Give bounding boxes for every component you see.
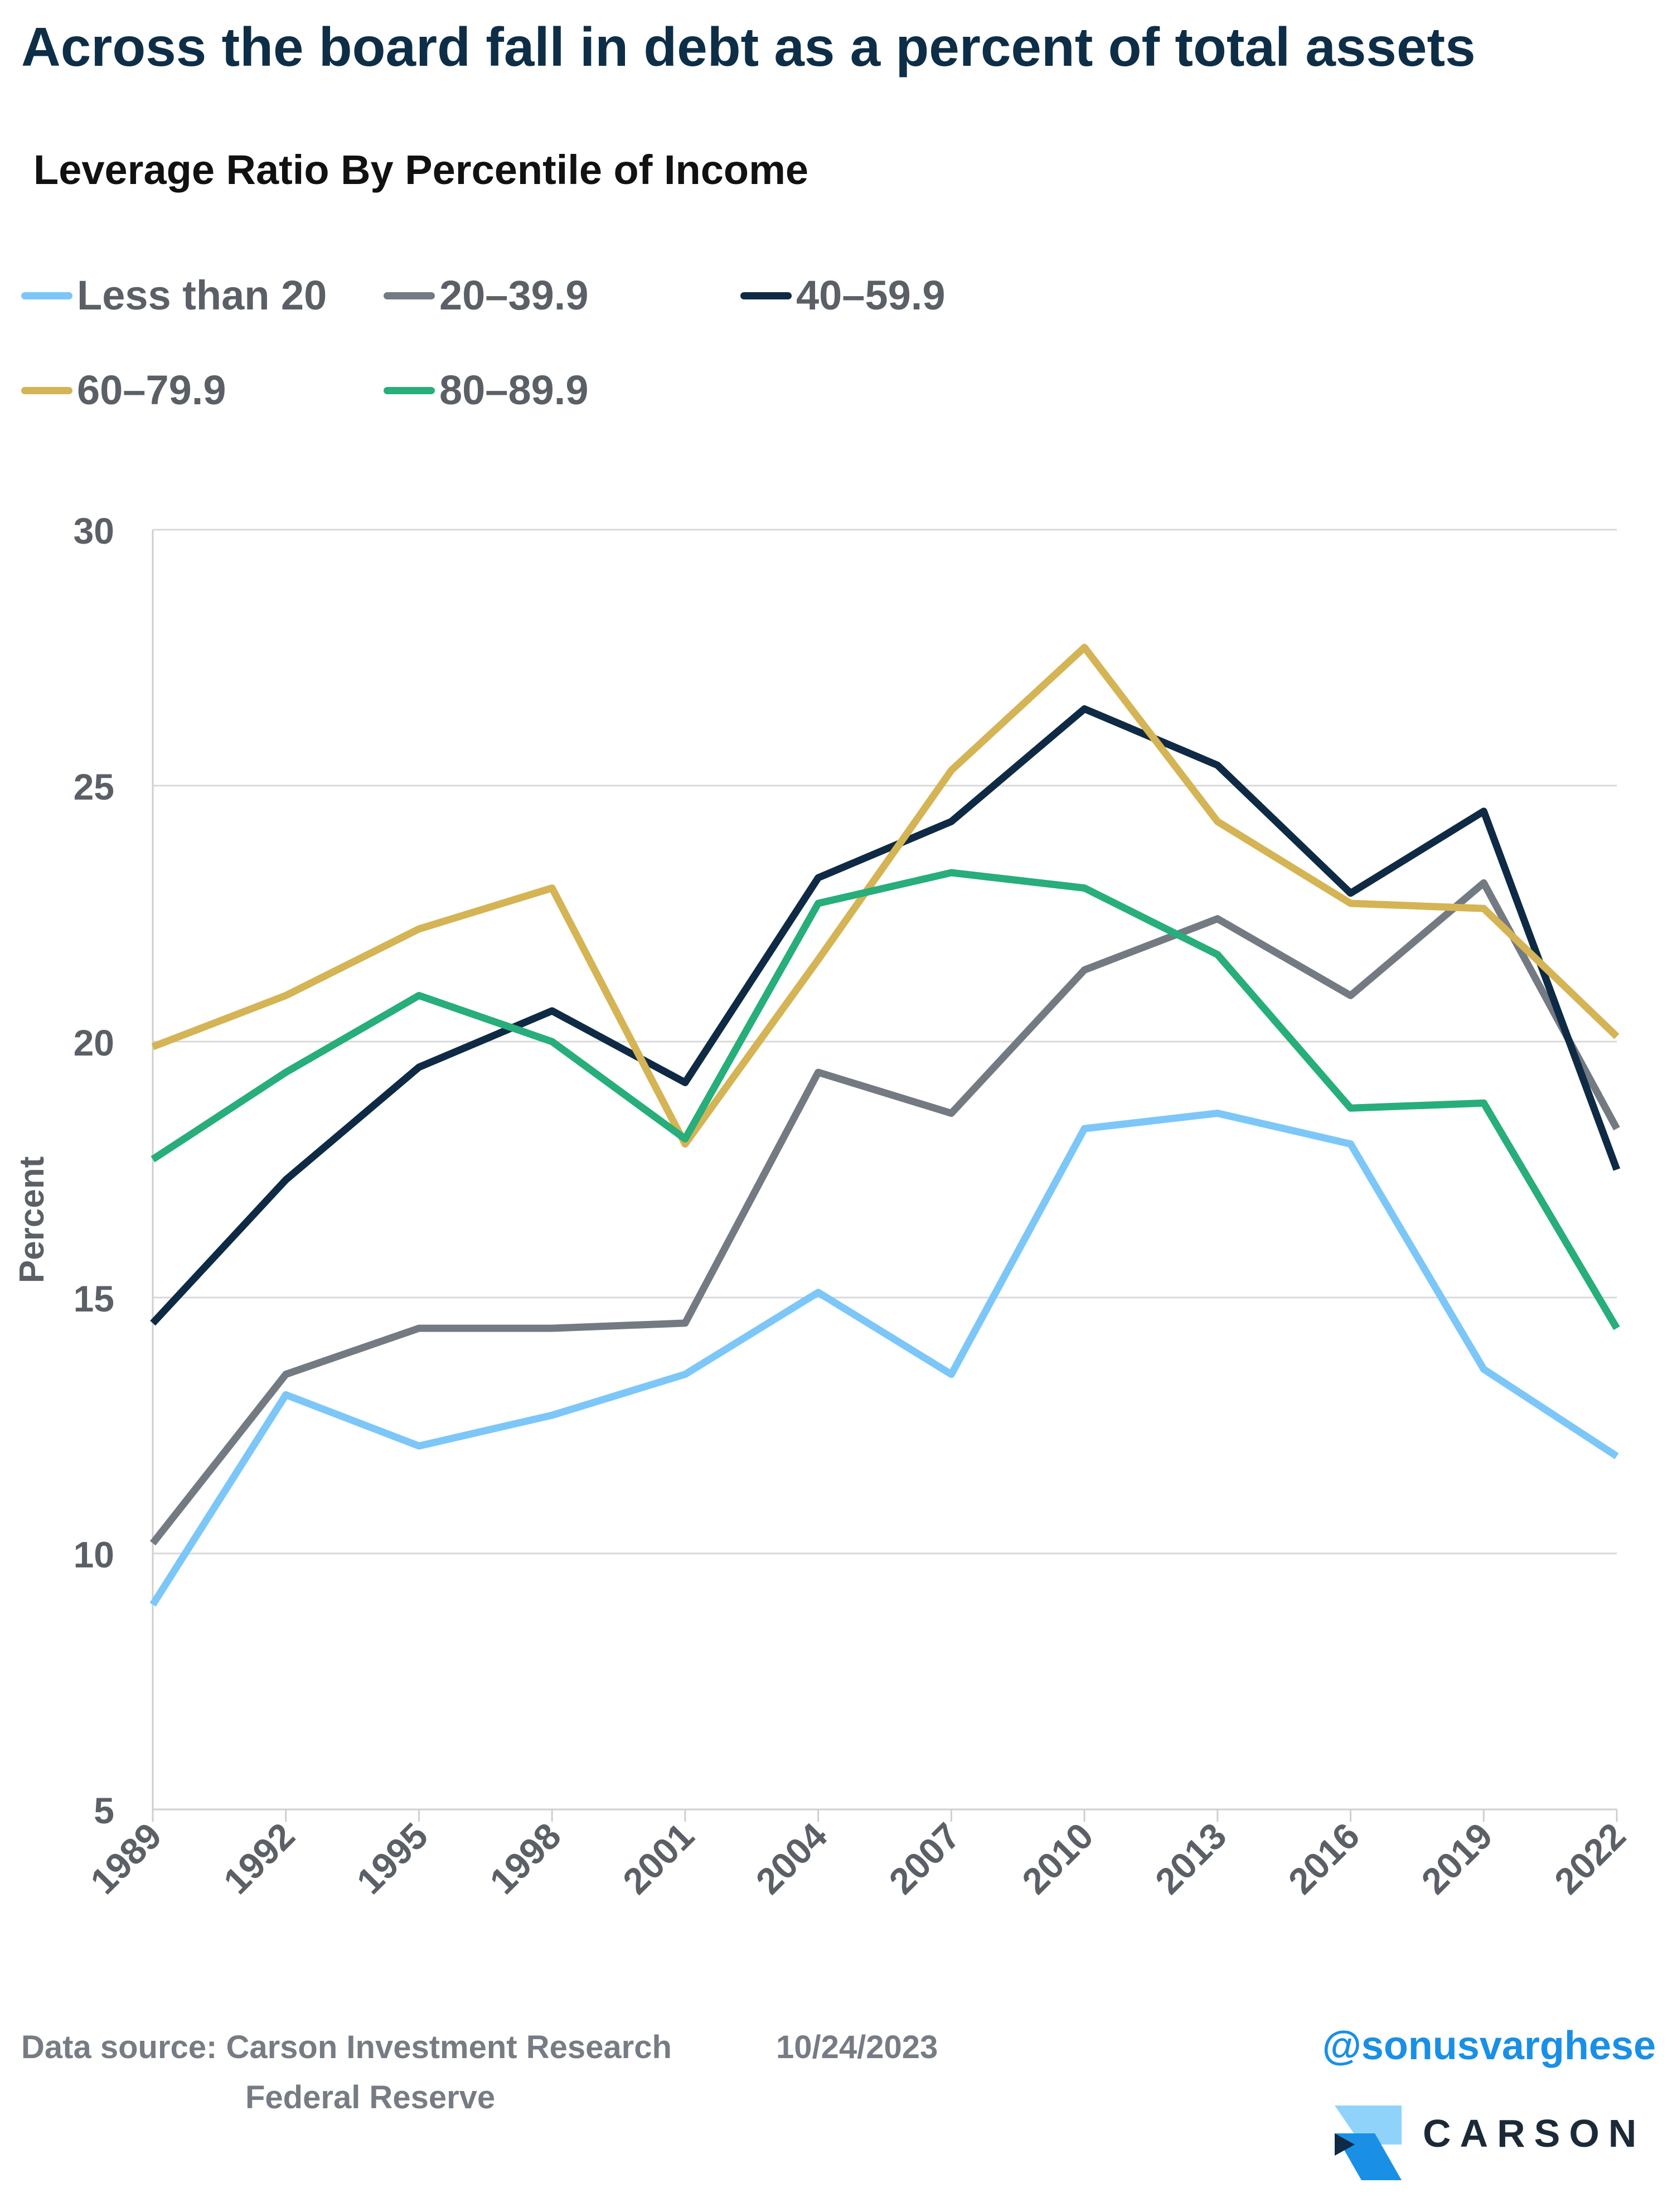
chart-title: Across the board fall in debt as a perce… (21, 16, 1476, 78)
author-handle: @sonusvarghese (1322, 2024, 1656, 2068)
legend-label: 60–79.9 (77, 367, 226, 413)
x-tick-label: 2001 (615, 1815, 702, 1902)
y-tick-label: 30 (74, 510, 114, 551)
data-source-label: Data source: Carson Investment Research (21, 2029, 672, 2065)
legend-swatch (21, 292, 72, 299)
series-line-40-59-9 (150, 705, 1621, 1326)
publication-date: 10/24/2023 (776, 2029, 938, 2065)
series-line-less-than-20 (149, 1110, 1619, 1607)
y-tick-label: 15 (74, 1278, 114, 1319)
x-tick-label: 1995 (348, 1815, 435, 1902)
x-tick-label: 2004 (748, 1814, 835, 1901)
series-line-20-39-9 (149, 879, 1620, 1546)
legend-label: Less than 20 (77, 272, 327, 318)
legend-label: 20–39.9 (439, 272, 589, 318)
y-tick-label: 20 (74, 1022, 114, 1063)
series-line-80-89-9 (151, 869, 1620, 1330)
x-tick-label: 2007 (881, 1815, 968, 1902)
legend-swatch (740, 292, 792, 299)
y-tick-label: 5 (94, 1790, 114, 1831)
carson-logo-icon (1335, 2105, 1402, 2180)
legend-swatch (384, 387, 435, 394)
x-tick-label: 2022 (1547, 1815, 1634, 1902)
x-tick-label: 2010 (1014, 1815, 1101, 1902)
brand-name: CARSON (1423, 2112, 1646, 2155)
x-tick-label: 1992 (215, 1815, 302, 1902)
legend-label: 80–89.9 (439, 367, 589, 413)
series-line-60-79-9 (151, 643, 1620, 1148)
x-tick-label: 2013 (1147, 1815, 1234, 1902)
x-tick-label: 2016 (1280, 1815, 1367, 1902)
legend-swatch (21, 387, 72, 394)
y-tick-label: 10 (74, 1534, 114, 1575)
x-tick-label: 1998 (482, 1815, 569, 1902)
x-tick-label: 2019 (1413, 1815, 1500, 1902)
logo-notch-shape (1335, 2133, 1355, 2156)
y-axis-title: Percent (13, 1156, 51, 1283)
logo-light-shape (1335, 2105, 1402, 2145)
legend-label: 40–59.9 (796, 272, 946, 318)
data-source-line2: Federal Reserve (245, 2079, 496, 2116)
legend-swatch (384, 292, 435, 299)
chart-subtitle: Leverage Ratio By Percentile of Income (33, 147, 809, 193)
y-tick-label: 25 (74, 766, 114, 807)
